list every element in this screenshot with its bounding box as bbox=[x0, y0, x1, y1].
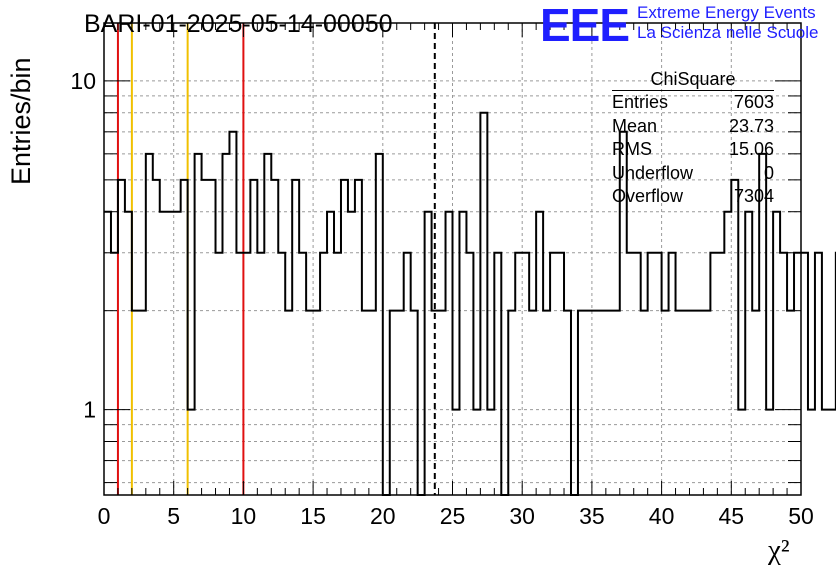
x-tick-label: 30 bbox=[509, 503, 535, 529]
stats-label: Mean bbox=[612, 115, 658, 136]
stats-box: ChiSquare Entries 7603 Mean 23.73 RMS 15.06… bbox=[612, 68, 774, 209]
y-tick-label: 1 bbox=[83, 397, 96, 423]
histogram-series bbox=[104, 111, 836, 496]
stats-title: ChiSquare bbox=[612, 68, 774, 91]
stats-row: Entries 7603 bbox=[612, 91, 774, 115]
eee-logo: EEE bbox=[540, 0, 630, 51]
logo-subtitle-1: Extreme Energy Events bbox=[637, 3, 816, 22]
stats-row: Underflow 0 bbox=[612, 162, 774, 186]
stats-label: Entries bbox=[612, 92, 669, 112]
stats-row: Overflow 7304 bbox=[612, 185, 774, 209]
x-tick-label: 10 bbox=[231, 503, 257, 529]
x-tick-label: 0 bbox=[98, 503, 111, 529]
x-axis-label: χ² bbox=[768, 534, 790, 566]
stats-label: Underflow bbox=[612, 162, 694, 183]
y-tick-label: 10 bbox=[70, 68, 96, 94]
stats-value: 15.06 bbox=[728, 139, 774, 159]
x-tick-label: 50 bbox=[788, 503, 814, 529]
stats-label: RMS bbox=[612, 139, 652, 159]
axis-ticks bbox=[103, 23, 802, 495]
y-axis-label: Entries/bin bbox=[6, 57, 36, 185]
x-tick-label: 25 bbox=[440, 503, 466, 529]
x-tick-label: 40 bbox=[649, 503, 675, 529]
stats-row: RMS 15.06 bbox=[612, 138, 774, 162]
tick-labels: 0 5 10 15 20 25 30 35 40 45 50 1 10 bbox=[70, 68, 813, 529]
x-tick-label: 20 bbox=[370, 503, 396, 529]
x-tick-label: 35 bbox=[579, 503, 605, 529]
stats-row: Mean 23.73 bbox=[612, 115, 774, 139]
stats-label: Overflow bbox=[612, 186, 684, 206]
stats-value: 7603 bbox=[733, 92, 774, 112]
x-tick-label: 15 bbox=[300, 503, 326, 529]
x-tick-label: 45 bbox=[719, 503, 745, 529]
logo-subtitle-2: La Scienza nelle Scuole bbox=[637, 23, 819, 42]
x-tick-label: 5 bbox=[167, 503, 180, 529]
stats-value: 23.73 bbox=[728, 115, 774, 136]
stats-value: 0 bbox=[763, 162, 774, 183]
chart-title: BARI-01-2025-05-14-00050 bbox=[84, 10, 393, 38]
stats-value: 7304 bbox=[733, 186, 774, 206]
